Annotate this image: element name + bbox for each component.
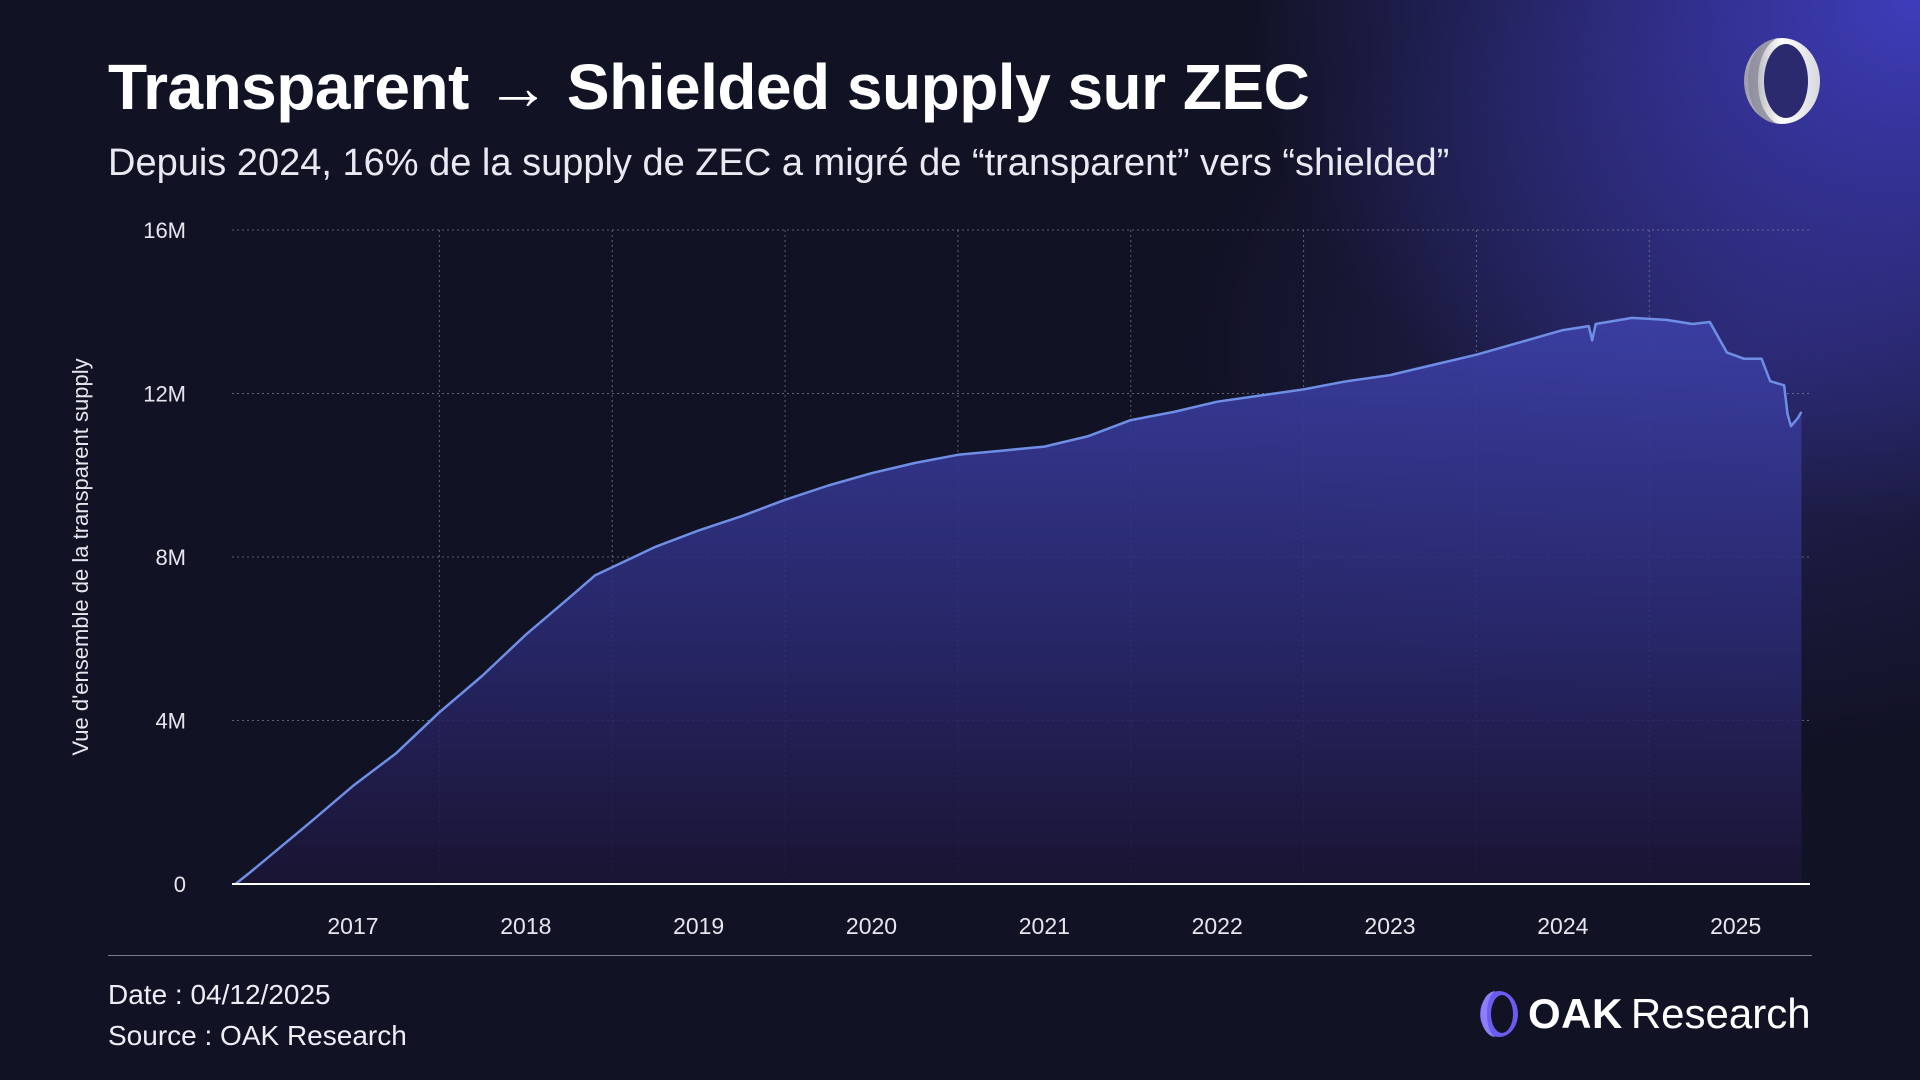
x-tick-label: 2021 [1019, 913, 1070, 939]
oak-logo-icon [1480, 991, 1518, 1037]
chart-subtitle: Depuis 2024, 16% de la supply de ZEC a m… [108, 142, 1450, 184]
x-tick-label: 2017 [327, 913, 378, 939]
y-tick-label: 4M [155, 709, 186, 734]
oak-ring-logo-icon [1744, 38, 1820, 124]
brand-name-bold: OAK [1528, 990, 1623, 1037]
footer-source: Source : OAK Research [108, 1020, 407, 1051]
y-tick-label: 0 [174, 872, 186, 897]
y-tick-label: 12M [143, 382, 186, 407]
x-tick-label: 2019 [673, 913, 724, 939]
brand-name-regular: Research [1630, 990, 1811, 1037]
series-line [234, 316, 1803, 885]
x-tick-label: 2025 [1710, 913, 1761, 939]
x-tick-label: 2024 [1537, 913, 1588, 939]
footer-divider [108, 955, 1812, 956]
footer-date: Date : 04/12/2025 [108, 979, 331, 1010]
chart-title: Transparent → Shielded supply sur ZEC [108, 51, 1310, 123]
y-tick-label: 8M [155, 545, 186, 570]
y-axis-label: Vue d'ensemble de la transparent supply [68, 358, 93, 755]
brand-logo: OAK Research [1478, 988, 1811, 1040]
x-tick-label: 2023 [1364, 913, 1415, 939]
x-tick-label: 2018 [500, 913, 551, 939]
x-tick-label: 2022 [1192, 913, 1243, 939]
y-tick-label: 16M [143, 218, 186, 243]
series-area [235, 317, 1802, 884]
x-tick-label: 2020 [846, 913, 897, 939]
